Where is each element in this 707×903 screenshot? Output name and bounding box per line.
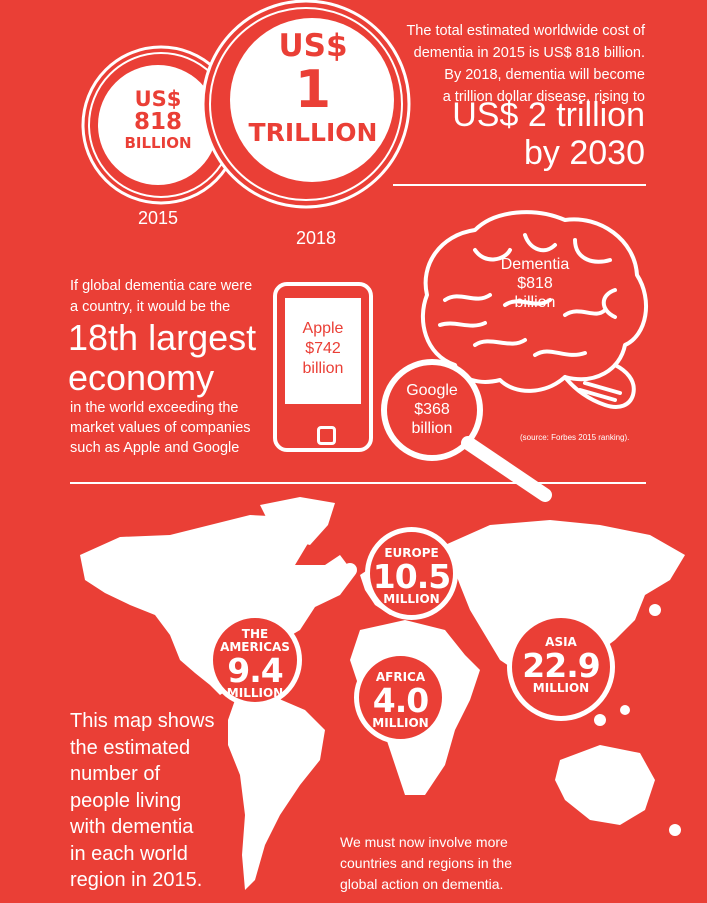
apple-amount: $742: [305, 340, 341, 357]
europe-name: EUROPE: [384, 546, 439, 560]
divider-middle: [70, 482, 646, 484]
americas-name-line-2: AMERICAS: [220, 640, 290, 654]
region-asia: ASIA 22.9 MILLION: [507, 613, 615, 721]
economy-intro: If global dementia care were a country, …: [70, 276, 252, 318]
dementia-name: Dementia: [500, 256, 570, 273]
google-name: Google: [406, 382, 458, 399]
map-caption-line-6: in each world: [70, 842, 188, 865]
coin-2015-face: [98, 65, 218, 185]
economy-detail-line-2: market values of companies: [70, 420, 251, 436]
dementia-value: Dementia $818 billion: [475, 255, 595, 312]
cost-headline-line-1: US$ 2 trillion: [452, 96, 645, 134]
cost-text-line-4: a trillion dollar disease, rising to: [442, 89, 645, 105]
phone-home-button: [317, 426, 336, 445]
action-note-line-2: countries and regions in the: [340, 855, 512, 871]
africa-value: 4.0: [372, 681, 429, 720]
islands-shape: [594, 714, 606, 726]
cost-headline: US$ 2 trillion by 2030: [325, 96, 645, 172]
cost-text-line-1: The total estimated worldwide cost of: [406, 23, 645, 39]
region-europe: EUROPE 10.5 MILLION: [365, 527, 458, 620]
phone-screen: [285, 298, 361, 404]
asia-unit: MILLION: [532, 681, 590, 695]
google-amount: $368: [414, 401, 450, 418]
cost-headline-line-2: by 2030: [524, 134, 645, 172]
greenland-shape: [260, 497, 335, 545]
map-caption: This map shows the estimated number of p…: [70, 708, 215, 894]
asia-shape: [445, 520, 685, 705]
australia-shape: [555, 745, 655, 825]
economy-intro-line-1: If global dementia care were: [70, 278, 253, 294]
dementia-unit: billion: [514, 294, 556, 311]
brain-icon: [420, 210, 649, 409]
north-america-shape: [80, 515, 355, 695]
coin-2018-face: [230, 18, 394, 182]
action-note-line-3: global action on dementia.: [340, 876, 504, 892]
coin-2018-amount: 1: [294, 60, 332, 120]
cost-text-line-2: dementia in 2015 is US$ 818 billion.: [413, 45, 645, 61]
americas-value: 9.4: [227, 651, 283, 690]
africa-name: AFRICA: [375, 670, 426, 684]
americas-unit: MILLION: [226, 686, 284, 700]
cost-text-line-3: By 2018, dementia will become: [444, 67, 645, 83]
africa-unit: MILLION: [372, 716, 429, 730]
dementia-amount: $818: [517, 275, 553, 292]
asia-value: 22.9: [522, 646, 600, 685]
map-caption-line-5: with dementia: [70, 816, 194, 838]
action-note: We must now involve more countries and r…: [340, 832, 512, 895]
economy-headline-line-1: 18th largest: [68, 317, 257, 358]
year-2015-label: 2015: [138, 208, 179, 228]
uk-shape: [343, 563, 357, 577]
islands-shape-2: [620, 705, 630, 715]
source-note: (source: Forbes 2015 ranking).: [520, 433, 630, 442]
europe-value: 10.5: [372, 557, 451, 596]
region-africa: AFRICA 4.0 MILLION: [354, 651, 447, 744]
cost-description: The total estimated worldwide cost of de…: [335, 20, 645, 108]
economy-headline: 18th largest economy: [68, 318, 256, 398]
year-2018-label: 2018: [296, 228, 337, 248]
japan-shape: [649, 604, 661, 616]
phone-icon: [273, 282, 373, 452]
google-unit: billion: [411, 420, 453, 437]
coin-2018-currency: US$: [278, 28, 348, 64]
coin-2018-label: US$ 1 TRILLION: [238, 30, 388, 148]
economy-detail-line-3: such as Apple and Google: [70, 440, 240, 456]
coin-2015-amount: 818: [133, 109, 182, 135]
google-value: Google $368 billion: [392, 381, 472, 438]
region-americas: THE AMERICAS 9.4 MILLION: [208, 613, 302, 707]
map-caption-line-2: the estimated: [70, 736, 191, 759]
map-caption-line-3: number of: [70, 763, 161, 785]
new-zealand-shape: [669, 824, 681, 836]
europe-unit: MILLION: [383, 592, 440, 606]
americas-name-line-1: THE: [241, 627, 269, 641]
asia-name: ASIA: [545, 635, 577, 649]
coin-2015-currency: US$: [134, 87, 182, 111]
economy-intro-line-2: a country, it would be the: [70, 299, 231, 315]
apple-value: Apple $742 billion: [281, 319, 365, 379]
economy-headline-line-2: economy: [68, 357, 215, 398]
apple-unit: billion: [302, 360, 344, 377]
magnifying-glass-icon: [381, 359, 552, 502]
economy-detail: in the world exceeding the market values…: [70, 398, 251, 458]
apple-name: Apple: [302, 320, 344, 337]
map-caption-line-1: This map shows: [70, 710, 215, 732]
action-note-line-1: We must now involve more: [340, 834, 508, 850]
coin-2015-unit: BILLION: [124, 134, 192, 152]
coin-2015-label: US$ 818 BILLION: [108, 88, 208, 152]
divider-top: [393, 184, 646, 186]
map-caption-line-7: region in 2015.: [70, 869, 203, 891]
map-caption-line-4: people living: [70, 789, 182, 812]
south-america-shape: [228, 695, 325, 890]
coin-2018-unit: TRILLION: [248, 118, 378, 147]
economy-detail-line-1: in the world exceeding the: [70, 400, 239, 416]
